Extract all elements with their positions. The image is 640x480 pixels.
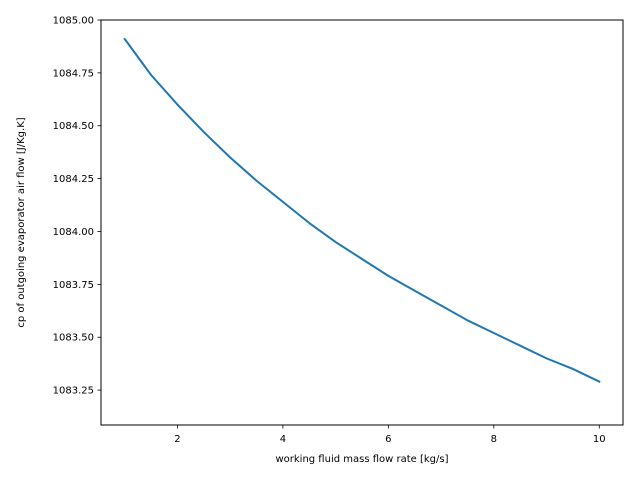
y-tick-label: 1084.25 (53, 174, 94, 185)
axes: 2 4 6 8 10 1083.25 1083.50 1083.75 1084.00 1084.2… (53, 16, 624, 445)
x-axis-label: working fluid mass flow rate [kg/s] (275, 454, 448, 465)
x-tick-label: 2 (174, 434, 180, 445)
x-tick-label: 4 (280, 434, 286, 445)
y-axis-label: cp of outgoing evaporator air flow [J/Kg… (16, 117, 27, 327)
y-tick-label: 1083.50 (53, 333, 94, 344)
y-tick-label: 1083.25 (53, 386, 94, 397)
x-tick-label: 8 (491, 434, 497, 445)
x-tick-label: 10 (593, 434, 606, 445)
plot-area (123, 37, 601, 383)
y-tick-label: 1083.75 (53, 280, 94, 291)
y-tick-label: 1084.75 (53, 68, 94, 79)
axes-frame (100, 19, 624, 426)
x-tick-label: 6 (385, 434, 391, 445)
series-line-0 (123, 37, 601, 383)
y-tick-label: 1084.00 (53, 227, 94, 238)
y-tick-label: 1085.00 (53, 16, 94, 27)
y-tick-label: 1084.50 (53, 121, 94, 132)
